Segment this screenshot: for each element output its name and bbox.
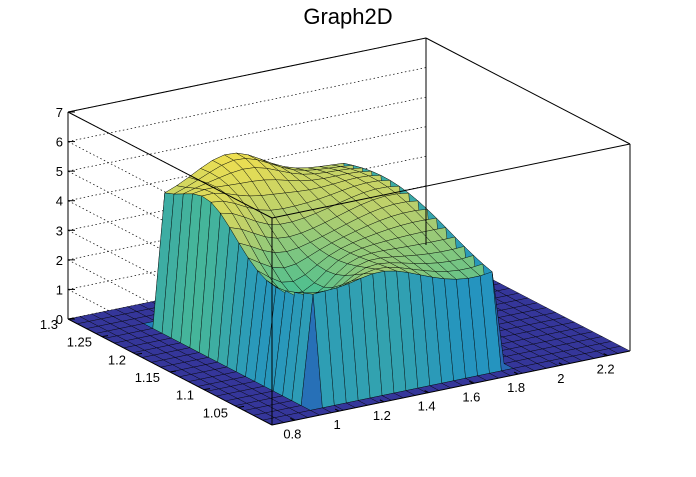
z-tick-label: 2 [56,253,63,268]
x-tick-label: 1.2 [373,408,391,423]
frame-edge [271,143,631,219]
y-tick-mark [237,405,245,408]
y-tick-label: 1.1 [176,388,194,403]
x-tick-label: 0.8 [283,426,301,441]
x-tick-label: 2.2 [597,362,615,377]
grid-line-z [67,96,427,172]
chart-title: Graph2D [303,4,393,29]
frame-edge [271,350,631,426]
z-tick-label: 3 [56,223,63,238]
grid-line-z [67,126,427,202]
x-tick-mark [558,362,564,366]
z-tick-label: 4 [56,194,63,209]
frame-edge [67,37,427,113]
tick-layer: 0.8 1 1.2 1.4 1.6 1.8 2 2.2 1.05 1.1 1.15 1.2 1.25 1.… [40,105,615,441]
z-tick-label: 0 [56,312,63,327]
x-tick-mark [513,371,519,375]
grid-line-z [67,155,427,231]
y-tick-mark [101,335,109,338]
x-tick-mark [290,417,295,421]
z-tick-label: 6 [56,135,63,150]
x-tick-label: 1.6 [462,389,480,404]
y-tick-mark [135,352,143,355]
y-tick-mark [169,370,177,373]
y-tick-label: 1.3 [40,317,58,332]
y-tick-label: 1.25 [67,335,92,350]
x-tick-label: 1 [334,417,341,432]
y-tick-label: 1.15 [135,370,160,385]
x-tick-mark [424,390,429,394]
z-tick-label: 5 [56,164,63,179]
x-tick-mark [603,353,608,357]
x-tick-mark [334,408,340,412]
x-tick-mark [379,399,385,403]
x-tick-mark [469,380,474,384]
y-tick-mark [203,388,211,391]
y-tick-label: 1.2 [108,352,126,367]
frame-edge [425,37,631,145]
frame-edge [67,111,273,219]
z-tick-label: 1 [56,282,63,297]
z-tick-label: 7 [56,105,63,120]
x-tick-label: 1.8 [507,380,525,395]
surface-layer [67,152,631,426]
x-tick-label: 1.4 [418,399,436,414]
grid-line-z [67,67,427,142]
x-tick-label: 2 [557,371,564,386]
y-tick-label: 1.05 [203,405,228,420]
